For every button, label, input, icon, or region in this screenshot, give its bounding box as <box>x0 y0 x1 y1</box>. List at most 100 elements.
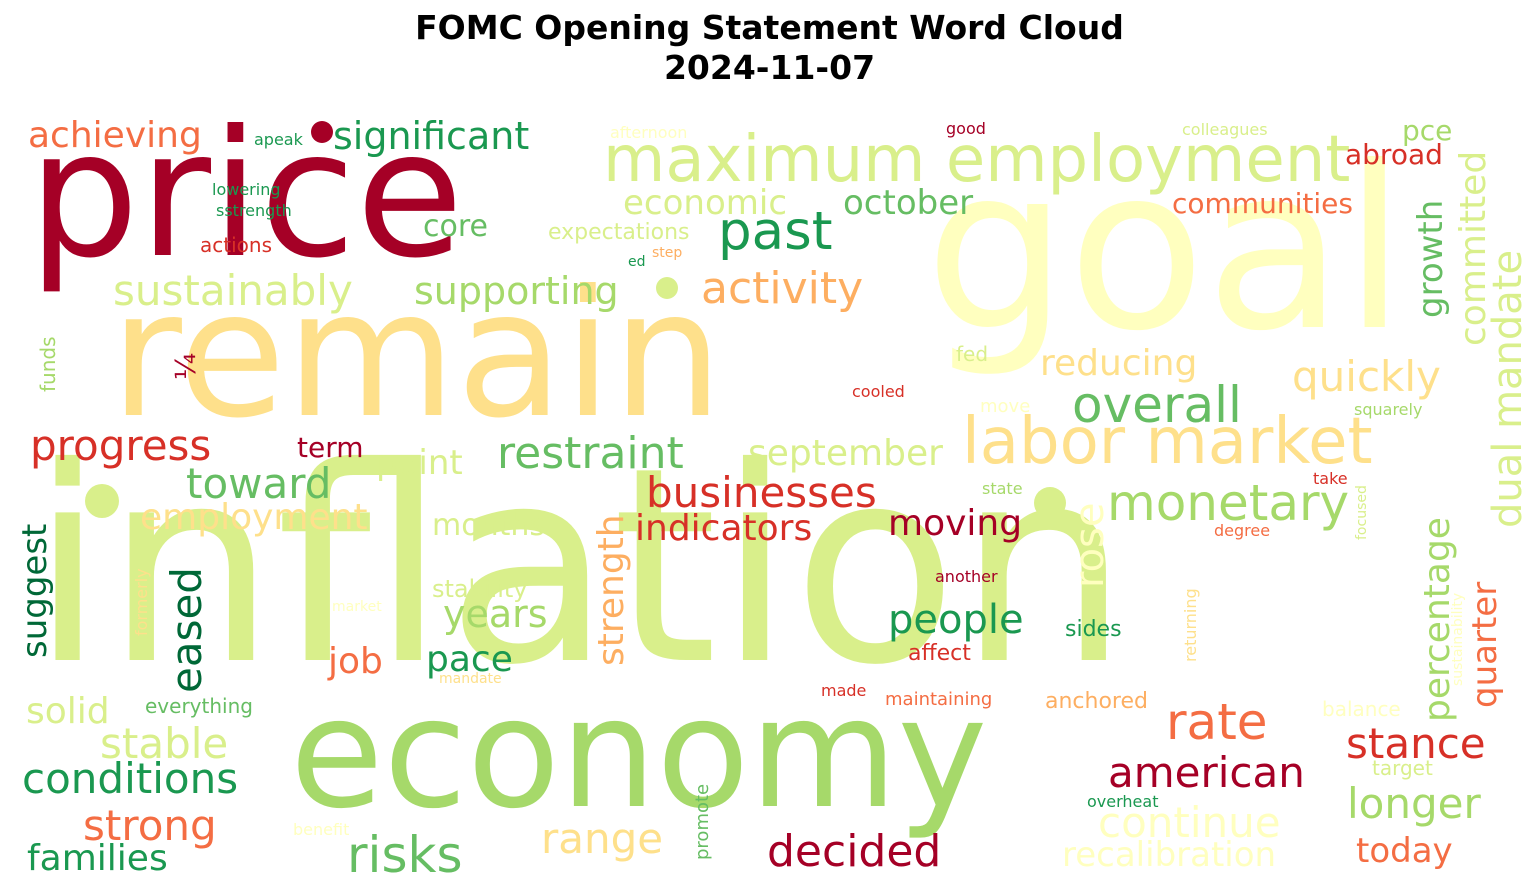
word-dual-mandate: dual mandate <box>1485 249 1531 528</box>
word-cloud-dot <box>656 277 678 299</box>
word-continue: continue <box>1098 798 1281 847</box>
word-reducing: reducing <box>1040 343 1198 384</box>
word-sustainably: sustainably <box>113 266 353 315</box>
word-anchored: anchored <box>1045 689 1148 714</box>
word-longer: longer <box>1347 779 1481 828</box>
word-maintaining: maintaining <box>885 689 993 710</box>
word-overheat: overheat <box>1087 792 1159 811</box>
word-indicators: indicators <box>635 508 813 549</box>
word-afternoon: afternoon <box>610 123 688 142</box>
word-focused: focused <box>1354 485 1370 540</box>
word-september: september <box>748 433 943 474</box>
word-expectations: expectations <box>548 220 690 245</box>
word-pce: pce <box>1402 114 1453 147</box>
word-move: move <box>980 396 1031 417</box>
word-apeak: apeak <box>254 130 303 149</box>
word-achieving: achieving <box>28 115 202 156</box>
word-supporting: supporting <box>414 269 619 313</box>
word-solid: solid <box>26 691 110 732</box>
word-people: people <box>888 597 1024 643</box>
word-stance: stance <box>1346 719 1486 768</box>
word-quarter: quarter <box>1465 581 1505 708</box>
word-years: years <box>443 592 548 636</box>
word-toward: toward <box>186 459 332 508</box>
word-strong: strong <box>83 801 217 850</box>
word-risks: risks <box>347 826 463 884</box>
word-abroad: abroad <box>1345 138 1443 171</box>
word-communities: communities <box>1172 187 1353 220</box>
word-economic: economic <box>623 183 788 223</box>
word-activity: activity <box>701 263 864 314</box>
word-monetary: monetary <box>1107 474 1350 532</box>
word-actions: actions <box>200 233 272 257</box>
word-labor-market: labor market <box>962 405 1373 479</box>
word-cloud-dot <box>1034 487 1066 519</box>
word-today: today <box>1356 831 1453 871</box>
word-squarely: squarely <box>1354 400 1423 419</box>
word-term: term <box>297 431 364 464</box>
word-families: families <box>27 838 168 879</box>
word-eased: eased <box>162 567 211 693</box>
word-everything: everything <box>145 694 253 718</box>
word-colleagues: colleagues <box>1182 120 1268 139</box>
word-economy: economy <box>290 665 988 842</box>
word-decided: decided <box>767 826 942 877</box>
word-sides: sides <box>1065 617 1122 642</box>
word-take: take <box>1313 469 1348 488</box>
word-restraint: restraint <box>497 428 684 479</box>
word-businesses: businesses <box>646 468 877 517</box>
word-goal: goal <box>925 119 1406 381</box>
word-stability: stability <box>432 575 528 603</box>
word-significant: significant <box>333 114 530 158</box>
word-job: job <box>328 641 383 682</box>
word-quickly: quickly <box>1292 352 1441 401</box>
word-mandate: mandate <box>439 671 502 687</box>
word-ed: ed <box>628 254 646 270</box>
word-affect: affect <box>908 641 971 666</box>
word-cloud-dot <box>311 121 333 143</box>
word-point: point <box>376 443 463 483</box>
word-returning: returning <box>1181 588 1200 662</box>
word-price: price <box>28 94 464 297</box>
word-stable: stable <box>100 719 229 768</box>
word-conditions: conditions <box>22 754 239 803</box>
word-remain: remain <box>110 254 724 457</box>
word-rose: rose <box>1067 502 1113 589</box>
word-american: american <box>1108 748 1305 797</box>
word-cloud-dot <box>85 484 119 518</box>
word-sustainability: sustainability <box>1450 592 1466 686</box>
word-moving: moving <box>888 503 1023 544</box>
word-overall: overall <box>1072 376 1242 434</box>
word-benefit: benefit <box>293 820 350 839</box>
word-recalibration: recalibration <box>1062 835 1277 875</box>
word-suggest: suggest <box>15 523 55 658</box>
word-promote: promote <box>692 783 713 860</box>
word-funds: funds <box>36 336 60 392</box>
word-made: made <box>821 681 867 700</box>
word-growth: growth <box>1411 199 1451 318</box>
word-state: state <box>982 479 1023 498</box>
word-balance: balance <box>1322 697 1401 721</box>
word-target: target <box>1372 756 1433 780</box>
word-pace: pace <box>426 639 513 680</box>
word-strength: strength <box>591 514 632 666</box>
word-progress: progress <box>30 421 212 470</box>
word-core: core <box>423 209 488 244</box>
word-degree: degree <box>1214 521 1271 540</box>
word-formerly: formerly <box>132 568 151 636</box>
word-sstrength: sstrength <box>216 201 292 220</box>
word-october: october <box>843 183 974 223</box>
title-line-1: FOMC Opening Statement Word Cloud <box>415 8 1124 47</box>
word-good: good <box>946 119 986 138</box>
word-another: another <box>935 567 998 586</box>
page-title: FOMC Opening Statement Word Cloud 2024-1… <box>0 8 1539 88</box>
word-fed: fed <box>956 342 989 366</box>
title-line-2: 2024-11-07 <box>663 48 876 87</box>
word-months: months <box>432 508 545 543</box>
word-step: step <box>652 245 683 261</box>
word-employment: employment <box>140 497 368 538</box>
word-past: past <box>718 201 833 262</box>
word-inflation: inflation <box>30 409 1129 724</box>
word-cooled: cooled <box>852 382 905 401</box>
